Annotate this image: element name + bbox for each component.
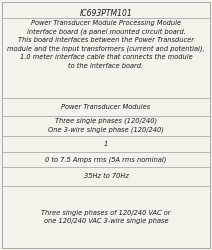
Text: Power Transducer Modules: Power Transducer Modules [61, 104, 151, 110]
Text: Power Transducer Module Processing Module
interface board (a panel mounted circu: Power Transducer Module Processing Modul… [7, 20, 205, 68]
Text: IC693PTM101: IC693PTM101 [80, 10, 132, 18]
FancyBboxPatch shape [2, 2, 210, 248]
Text: Three single phases (120/240)
One 3-wire single phase (120/240): Three single phases (120/240) One 3-wire… [48, 118, 164, 133]
Text: 0 to 7.5 Amps rms (5A rms nominal): 0 to 7.5 Amps rms (5A rms nominal) [45, 156, 167, 162]
Text: 1: 1 [104, 140, 108, 146]
Text: 35Hz to 70Hz: 35Hz to 70Hz [84, 173, 128, 179]
Text: Three single phases of 120/240 VAC or
one 120/240 VAC 3-wire single phase: Three single phases of 120/240 VAC or on… [41, 210, 171, 224]
